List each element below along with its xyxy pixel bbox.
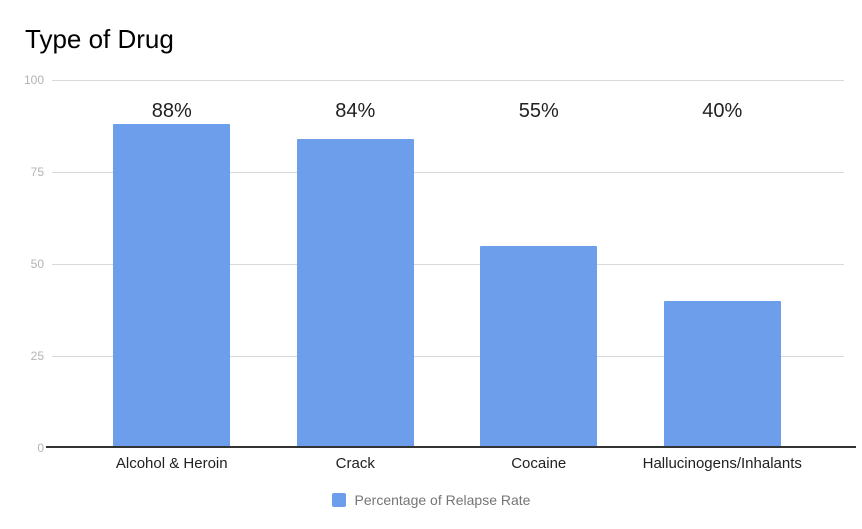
y-tick-label-0: 0 [37,441,44,455]
bars [80,80,814,448]
bar-hallucinogens-inhalants [663,300,781,448]
value-label-alcohol-heroin: 88% [151,100,192,122]
y-tick-label-100: 100 [23,73,44,87]
y-tick-label-25: 25 [30,349,44,363]
gridline-25 [52,356,844,357]
x-axis-label-hallucinogens-inhalants: Hallucinogens/Inhalants [642,455,802,472]
legend-label: Percentage of Relapse Rate [354,492,531,508]
bar-slot-alcohol-heroin [80,80,264,448]
x-axis-label-alcohol-heroin: Alcohol & Heroin [115,455,228,472]
bar-slot-cocaine [447,80,631,448]
legend-swatch-icon [331,493,346,507]
y-axis-tick-labels: 0 25 50 75 100 [0,74,862,454]
bar-crack [296,138,414,448]
gridline-50 [52,264,844,265]
x-axis-label-crack: Crack [335,455,375,472]
bar-slot-crack [264,80,448,448]
x-axis-labels: Alcohol & Heroin Crack Cocaine Hallucinogen… [80,455,814,472]
value-label-hallucinogens-inhalants: 40% [702,100,743,122]
value-label-crack: 84% [335,100,376,122]
gridline-75 [52,172,844,173]
chart-title: Type of Drug [25,24,174,54]
bar-cocaine [480,245,598,448]
gridline-100 [52,80,844,81]
value-labels: 88% 84% 55% 40% [80,101,814,121]
plot-area: 0 25 50 75 100 88% 84% 55% 40% [0,74,862,454]
y-tick-label-75: 75 [30,165,44,179]
x-axis-line [46,446,856,448]
y-tick-label-50: 50 [30,257,44,271]
legend: Percentage of Relapse Rate [0,492,862,508]
bar-slot-hallucinogens-inhalants [631,80,815,448]
bar-alcohol-heroin [113,124,231,448]
value-label-cocaine: 55% [518,100,559,122]
x-axis-label-cocaine: Cocaine [511,455,567,472]
gridlines [0,80,862,448]
